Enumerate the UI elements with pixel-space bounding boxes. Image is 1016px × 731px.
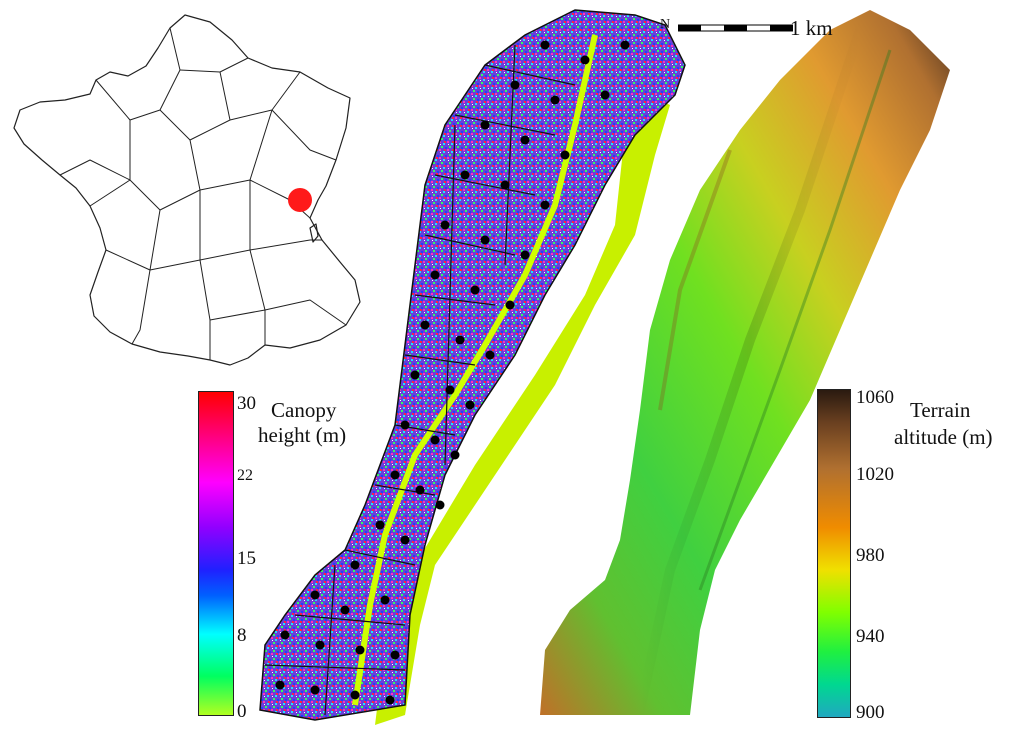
terrain-tick-900: 900 [856, 702, 885, 723]
canopy-tick-8: 8 [237, 625, 247, 646]
terrain-tick-1060: 1060 [856, 387, 894, 408]
terrain-tick-940: 940 [856, 626, 885, 647]
canopy-legend-title-line2: height (m) [258, 423, 347, 447]
terrain-tick-980: 980 [856, 545, 885, 566]
france-inset-map [13, 14, 361, 366]
canopy-tick-0: 0 [237, 701, 247, 722]
low-canopy-area [375, 85, 670, 725]
scale-bar-graphic [678, 24, 793, 32]
terrain-legend-title-line1: Terrain [910, 398, 971, 422]
canopy-tick-30: 30 [237, 393, 256, 414]
canopy-height-map [259, 9, 686, 725]
canopy-legend-title-line1: Canopy [271, 398, 337, 422]
terrain-colorbar [817, 389, 851, 718]
terrain-ridges [635, 28, 865, 712]
terrain-altitude-map [540, 10, 950, 715]
terrain-legend-title-line2: altitude (m) [894, 425, 993, 449]
region-borders [59, 27, 347, 360]
stream-channel [352, 34, 598, 706]
scale-bar-label: 1 km [790, 16, 833, 40]
terrain-valley [698, 49, 892, 591]
terrain-slope [658, 149, 732, 411]
canopy-colorbar [198, 391, 234, 716]
site-location-marker [288, 188, 312, 212]
sample-plots [275, 40, 630, 705]
stand-boundaries [264, 44, 576, 716]
terrain-tick-1020: 1020 [856, 464, 894, 485]
corsica-island [309, 223, 319, 243]
north-arrow-icon: N [660, 17, 671, 32]
canopy-tick-22: 22 [237, 467, 253, 484]
canopy-tick-15: 15 [237, 548, 256, 569]
france-outline [13, 14, 361, 366]
